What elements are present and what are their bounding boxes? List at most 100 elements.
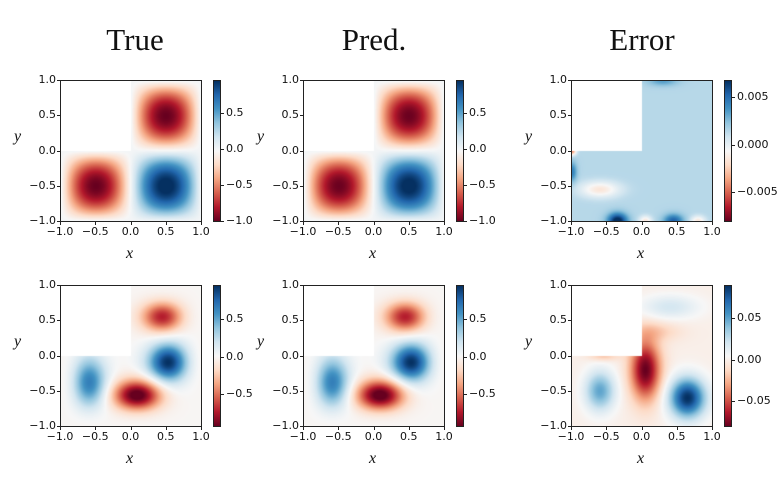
x-tick-label: 1.0 <box>435 225 453 238</box>
x-tick-label: −1.0 <box>557 225 585 238</box>
x-tick-label: 0.0 <box>632 430 651 443</box>
y-tick-mark <box>568 320 571 322</box>
colorbar <box>456 80 464 222</box>
colorbar-tick-mark <box>221 394 224 396</box>
colorbar-tick-mark <box>221 184 224 186</box>
colorbar-tick-mark <box>221 221 224 222</box>
y-axis-label: y <box>257 333 265 350</box>
x-tick-label: −0.5 <box>592 225 620 238</box>
x-tick-label: −1.0 <box>46 225 74 238</box>
y-tick-label: 0.0 <box>38 348 57 362</box>
colorbar-tick-label: 0.5 <box>226 105 244 119</box>
y-axis-label: y <box>14 128 22 145</box>
colorbar-tick-label: 0.0 <box>469 141 487 155</box>
x-tick-mark <box>130 427 132 430</box>
x-tick-label: 0.0 <box>121 225 140 238</box>
colorbar-tick-mark <box>732 192 735 194</box>
colorbar <box>724 80 732 222</box>
colorbar-tick-label: −0.5 <box>226 177 253 191</box>
x-axis-label: x <box>637 245 645 262</box>
y-tick-mark <box>57 80 60 81</box>
y-tick-mark <box>57 320 60 322</box>
y-tick-mark <box>568 426 571 427</box>
x-tick-mark <box>606 222 608 225</box>
colorbar-tick-mark <box>464 318 467 320</box>
x-tick-mark <box>444 222 445 225</box>
colorbar-tick-label: 0.0 <box>469 349 487 363</box>
x-tick-mark <box>201 427 202 430</box>
y-tick-label: −1.0 <box>272 419 299 432</box>
heatmap-pred-row1 <box>303 285 445 427</box>
x-axis-label: x <box>126 450 134 467</box>
heatmap-canvas <box>304 286 444 426</box>
colorbar-tick-label: −1.0 <box>226 214 253 227</box>
title-pred: Pred. <box>341 22 407 57</box>
colorbar-tick-label: −0.5 <box>469 177 496 191</box>
colorbar-tick-mark <box>221 148 224 150</box>
y-tick-mark <box>300 426 303 427</box>
y-tick-mark <box>568 80 571 81</box>
x-tick-label: −0.5 <box>324 225 352 238</box>
y-tick-label: 0.5 <box>549 313 568 327</box>
x-axis-label: x <box>126 245 134 262</box>
y-tick-mark <box>568 355 571 357</box>
y-tick-label: 0.0 <box>281 143 300 157</box>
y-tick-label: 0.5 <box>38 313 57 327</box>
y-tick-label: 1.0 <box>38 73 57 86</box>
x-tick-mark <box>201 222 202 225</box>
x-tick-mark <box>641 427 643 430</box>
y-tick-label: 0.5 <box>281 313 300 327</box>
y-axis-label: y <box>257 128 265 145</box>
y-tick-label: −0.5 <box>272 383 299 397</box>
colorbar-tick-label: 0.005 <box>737 90 769 104</box>
x-tick-mark <box>338 222 340 225</box>
y-tick-mark <box>57 185 60 187</box>
colorbar-tick-label: −0.05 <box>737 394 771 408</box>
y-tick-label: −0.5 <box>272 178 299 192</box>
x-tick-mark <box>373 222 375 225</box>
x-tick-mark <box>95 222 97 225</box>
colorbar-tick-label: −0.5 <box>469 387 496 401</box>
heatmap-true-row1 <box>60 285 202 427</box>
title-true: True <box>106 22 164 57</box>
colorbar-tick-mark <box>464 184 467 186</box>
y-tick-label: 0.0 <box>549 143 568 157</box>
y-tick-mark <box>568 221 571 222</box>
x-tick-mark <box>373 427 375 430</box>
colorbar-tick-mark <box>221 356 224 358</box>
x-tick-label: 1.0 <box>703 430 721 443</box>
y-tick-label: −0.5 <box>29 383 56 397</box>
x-tick-label: 1.0 <box>192 430 210 443</box>
colorbar-tick-mark <box>221 112 224 114</box>
y-tick-label: 1.0 <box>281 278 300 291</box>
x-tick-mark <box>641 222 643 225</box>
colorbar <box>456 285 464 427</box>
x-tick-mark <box>606 427 608 430</box>
x-tick-mark <box>676 427 678 430</box>
x-tick-mark <box>60 222 61 225</box>
colorbar-tick-label: 0.5 <box>469 311 487 325</box>
colorbar-tick-mark <box>221 318 224 320</box>
colorbar-tick-label: 0.5 <box>469 105 487 119</box>
x-tick-mark <box>712 222 713 225</box>
x-tick-label: −1.0 <box>46 430 74 443</box>
y-tick-mark <box>568 285 571 286</box>
colorbar-tick-label: 0.5 <box>226 311 244 325</box>
x-tick-mark <box>165 222 167 225</box>
x-tick-label: −0.5 <box>81 225 109 238</box>
y-tick-label: 1.0 <box>38 278 57 291</box>
colorbar-tick-label: 0.0 <box>226 349 244 363</box>
x-tick-label: −1.0 <box>557 430 585 443</box>
y-tick-mark <box>300 355 303 357</box>
x-tick-label: 0.5 <box>157 430 175 443</box>
heatmap-true-row0 <box>60 80 202 222</box>
x-tick-label: 0.5 <box>400 430 418 443</box>
x-tick-mark <box>571 427 572 430</box>
x-tick-label: 0.0 <box>632 225 651 238</box>
y-tick-mark <box>300 390 303 392</box>
x-tick-label: −1.0 <box>289 225 317 238</box>
x-tick-label: 1.0 <box>703 225 721 238</box>
x-tick-label: −1.0 <box>289 430 317 443</box>
y-tick-mark <box>57 115 60 117</box>
colorbar-tick-mark <box>464 356 467 358</box>
